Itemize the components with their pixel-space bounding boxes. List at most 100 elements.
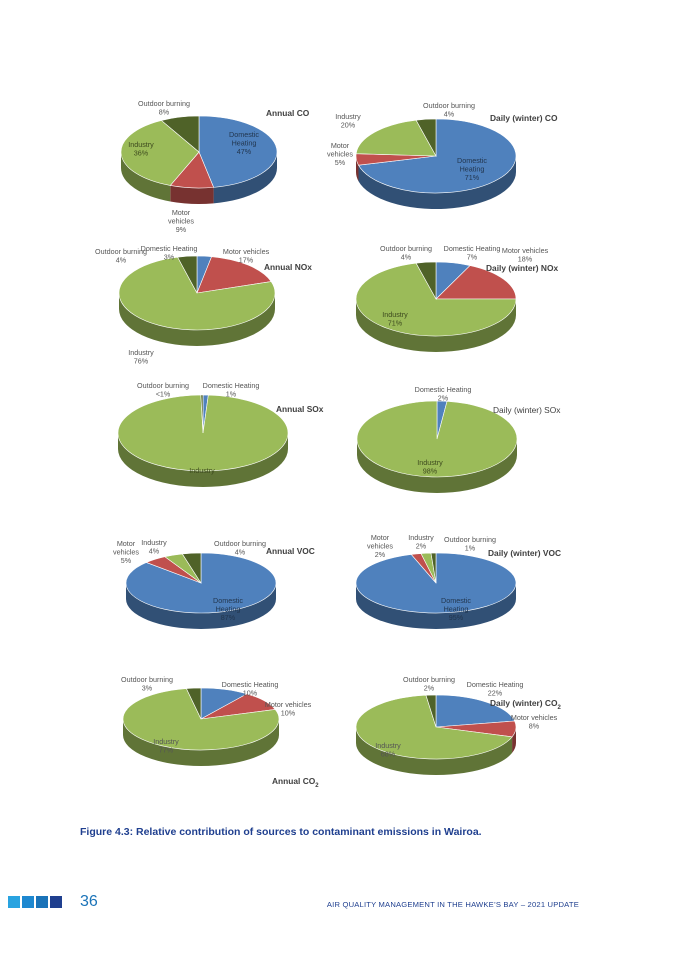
- pie-pct-5-1: 1%: [226, 390, 237, 399]
- pie-slice-1-1: [198, 115, 278, 188]
- pie-label-1-4-1: Outdoor burning: [138, 99, 190, 108]
- footer-square-1: [8, 896, 20, 908]
- pie-pct-1-1: 47%: [237, 147, 252, 156]
- pie-charts-svg: DomesticHeating47%Motorvehicles9%Industr…: [95, 99, 561, 789]
- pie-label-7-2-1: Motor: [117, 539, 136, 548]
- pie-side-6-2: [357, 439, 517, 493]
- pie-title-3: Annual NOx: [264, 262, 312, 272]
- pie-side-10-2: [512, 727, 516, 753]
- pie-pct-2-4: 4%: [444, 110, 455, 119]
- pie-label-2-1-2: Heating: [460, 165, 485, 174]
- pie-pct-8-4: 1%: [465, 544, 476, 553]
- pie-pct-9-1: 10%: [243, 689, 258, 698]
- pie-label-3-2-1: Motor vehicles: [223, 247, 270, 256]
- pie-label-3-4-1: Outdoor burning: [95, 247, 147, 256]
- pie-charts-grid: Domestic Heating 47% Motor vehicles 9% Industr…: [95, 99, 561, 789]
- pie-pct-1-4: 8%: [159, 108, 170, 117]
- pie-label-8-1-1: Domestic: [441, 596, 471, 605]
- pie-label-4-2-1: Motor vehicles: [502, 246, 549, 255]
- pie-title-7: Annual VOC: [266, 546, 315, 556]
- pie-pct-8-1: 95%: [449, 613, 464, 622]
- running-head: AIR QUALITY MANAGEMENT IN THE HAWKE’S BA…: [326, 900, 579, 909]
- pie-pct-4-3: 71%: [388, 319, 403, 328]
- pie-label-2-4-1: Outdoor burning: [423, 101, 475, 110]
- pie-label-9-4-1: Outdoor burning: [121, 675, 173, 684]
- footer-square-2: [22, 896, 34, 908]
- pie-label-5-1-1: Domestic Heating: [203, 381, 260, 390]
- pie-pct-7-2: 5%: [121, 556, 132, 565]
- pie-label-4-3-1: Industry: [382, 310, 408, 319]
- page-footer: 36 AIR QUALITY MANAGEMENT IN THE HAWKE’S…: [0, 893, 675, 917]
- pie-slice-4-4: [415, 261, 437, 301]
- pie-slice-2-1: [358, 118, 517, 194]
- pie-slice-3-4: [177, 255, 198, 294]
- pie-label-2-1-1: Domestic: [457, 156, 487, 165]
- pie-side-2-1: [358, 156, 516, 210]
- pie-pct-1-2: 9%: [176, 225, 187, 234]
- pie-label-6-1-1: Domestic Heating: [415, 385, 472, 394]
- pie-slice-3-2: [196, 256, 272, 294]
- pie-title-4: Daily (winter) NOx: [486, 263, 558, 273]
- pie-label-8-4-1: Outdoor burning: [444, 535, 496, 544]
- pie-label-7-4-1: Outdoor burning: [214, 539, 266, 548]
- pie-title-8: Daily (winter) VOC: [488, 548, 561, 558]
- pie-side-1-2: [170, 185, 214, 205]
- pie-side-10-3: [356, 727, 513, 775]
- pie-side-8-1: [356, 583, 516, 629]
- pie-title-1: Annual CO: [266, 108, 310, 118]
- pie-label-7-3-1: Industry: [141, 538, 167, 547]
- pie-pct-9-3: 77%: [159, 746, 174, 755]
- pie-slice-4-2: [435, 265, 517, 300]
- pie-pct-3-3: 76%: [134, 357, 149, 366]
- pie-label-1-2-1: Motor: [172, 208, 191, 217]
- pie-label-4-4-1: Outdoor burning: [380, 244, 432, 253]
- pie-side-3-3: [119, 293, 275, 346]
- pie-pct-3-4: 4%: [116, 256, 127, 265]
- pie-side-1-1: [213, 152, 277, 204]
- pie-slice-10-3: [355, 694, 513, 760]
- pie-label-10-2-1: Motor vehicles: [511, 713, 558, 722]
- pie-slice-7-4: [181, 552, 202, 585]
- pie-pct-2-1: 71%: [465, 173, 480, 182]
- pie-title-sub-10: 2: [557, 705, 561, 711]
- pie-label-3-3-1: Industry: [128, 348, 154, 357]
- pie-title-9: Annual CO2: [272, 776, 319, 789]
- page-number: 36: [80, 893, 98, 910]
- pie-slice-10-1: [435, 694, 516, 728]
- pie-slice-6-2: [356, 400, 518, 478]
- pie-slice-1-3: [120, 120, 200, 186]
- pie-pct-7-4: 4%: [235, 548, 246, 557]
- pie-label-5-3-1: Outdoor burning: [137, 381, 189, 390]
- pie-label-9-3-1: Industry: [153, 737, 179, 746]
- pie-label-8-1-2: Heating: [444, 605, 469, 614]
- pie-label-1-1-1: Domestic: [229, 130, 259, 139]
- pie-slice-10-4: [425, 694, 437, 728]
- pie-side-4-3: [356, 299, 516, 352]
- pie-label-5-2-1: Industry: [189, 466, 215, 475]
- pie-side-2-2: [356, 156, 359, 182]
- pie-slice-2-4: [415, 118, 437, 158]
- pie-label-7-1-2: Heating: [216, 605, 241, 614]
- pie-pct-2-2: 5%: [335, 158, 346, 167]
- pie-label-1-3-1: Industry: [128, 140, 154, 149]
- pie-pct-4-2: 18%: [518, 255, 533, 264]
- pie-pct-6-2: 98%: [423, 467, 438, 476]
- pie-side-7-1: [126, 583, 276, 629]
- pie-slice-9-3: [122, 688, 280, 751]
- pie-pct-7-1: 87%: [221, 613, 236, 622]
- pie-side-9-3: [123, 719, 279, 766]
- pie-pct-3-2: 17%: [239, 256, 254, 265]
- pie-title-6: Daily (winter) SOx: [493, 405, 561, 415]
- pie-slice-5-3: [200, 394, 204, 434]
- pie-label-8-3-1: Industry: [408, 533, 434, 542]
- pie-pct-9-4: 3%: [142, 684, 153, 693]
- pie-pct-7-3: 4%: [149, 547, 160, 556]
